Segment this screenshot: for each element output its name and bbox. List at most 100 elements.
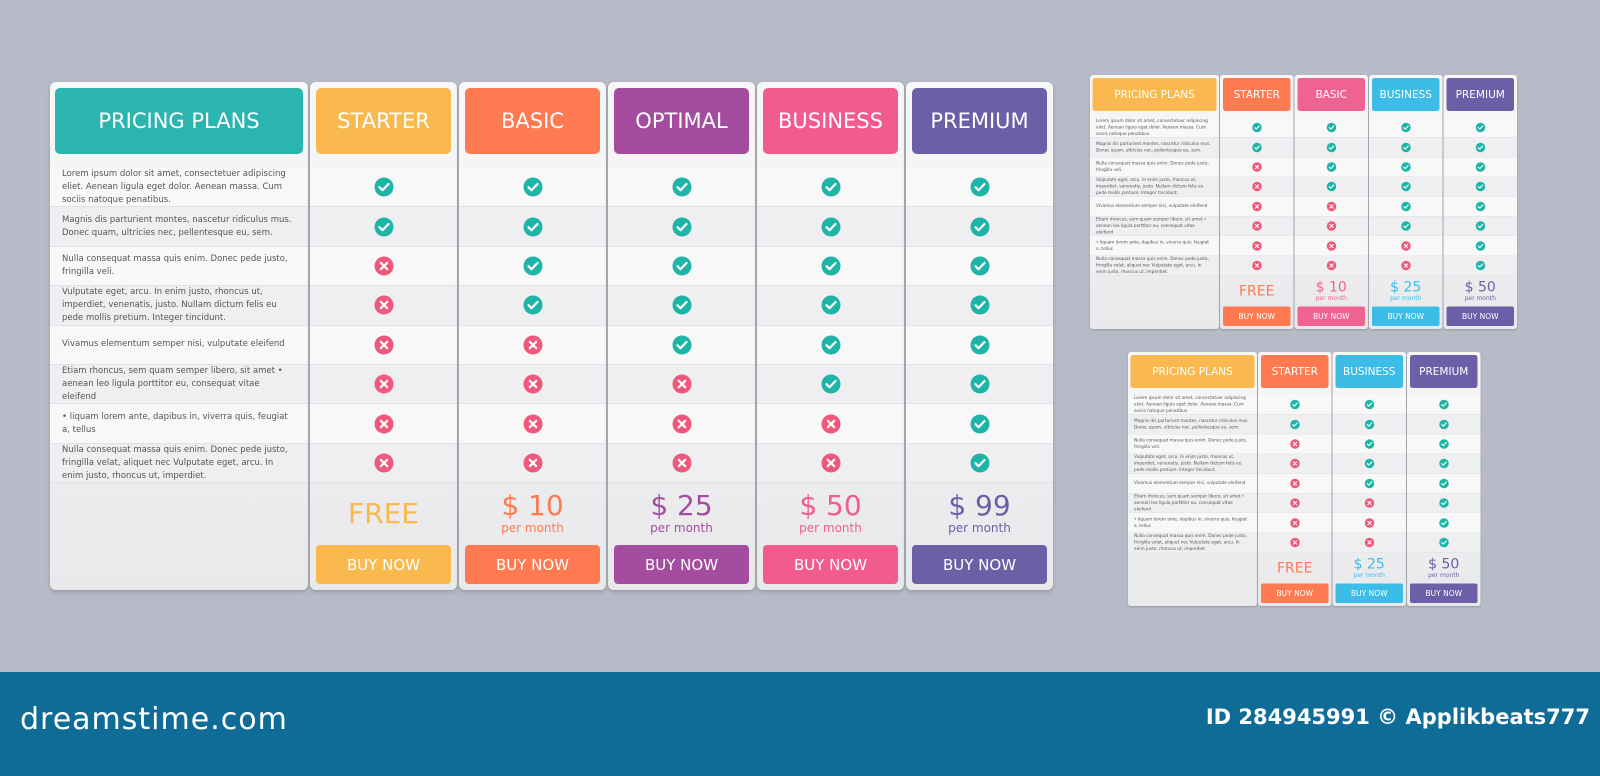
cross-icon xyxy=(1294,255,1368,276)
cross-icon xyxy=(608,404,755,444)
plan-name: BASIC xyxy=(465,88,600,154)
check-icon xyxy=(1332,454,1406,474)
buy-button[interactable]: BUY NOW xyxy=(1223,306,1291,327)
cross-icon xyxy=(1332,532,1406,553)
pricing-table: PRICING PLANS Lorem ipsum dolor sit amet,… xyxy=(50,82,1055,590)
check-icon xyxy=(1369,157,1443,178)
plan-name: PREMIUM xyxy=(912,88,1047,154)
buy-button[interactable]: BUY NOW xyxy=(316,545,451,585)
check-icon xyxy=(459,168,606,208)
feature-text: • liquam lorem ante, dapibus in, viverra… xyxy=(1090,236,1219,256)
check-icon xyxy=(608,207,755,247)
feature-text: Nulla consequat massa quis enim. Donec p… xyxy=(1090,255,1219,276)
price: $ 50 xyxy=(1428,555,1460,573)
plan-column: BASIC $ 10 per month BUY NOW xyxy=(459,82,606,590)
price: $ 50 xyxy=(799,489,862,523)
check-icon xyxy=(1443,177,1517,197)
cross-icon xyxy=(1220,255,1294,276)
feature-text: Etiam rhoncus, sem quam semper libero, s… xyxy=(1128,493,1257,514)
check-icon xyxy=(1332,434,1406,455)
check-icon xyxy=(1407,414,1481,435)
cross-icon xyxy=(1258,493,1332,514)
buy-button[interactable]: BUY NOW xyxy=(1446,306,1514,327)
price-period: per month xyxy=(1315,294,1347,302)
cross-icon xyxy=(310,246,457,287)
cross-icon xyxy=(757,404,904,444)
cross-icon xyxy=(459,443,606,484)
plan-name: STARTER xyxy=(1261,355,1329,388)
buy-button[interactable]: BUY NOW xyxy=(1297,306,1365,327)
cross-icon xyxy=(310,325,457,365)
cross-icon xyxy=(1294,196,1368,217)
features-column: PRICING PLANS Lorem ipsum dolor sit amet,… xyxy=(50,82,308,590)
check-icon xyxy=(1443,137,1517,158)
check-icon xyxy=(1332,395,1406,415)
cross-icon xyxy=(1332,513,1406,533)
check-icon xyxy=(1443,196,1517,217)
check-icon xyxy=(1258,395,1332,415)
feature-text: Lorem ipsum dolor sit amet, consectetuer… xyxy=(1128,395,1257,415)
buy-button[interactable]: BUY NOW xyxy=(465,545,600,585)
check-icon xyxy=(906,404,1053,444)
plan-column: BASIC $ 10 per month BUY NOW xyxy=(1294,75,1368,329)
price-period: per month xyxy=(799,521,862,536)
check-icon xyxy=(1294,177,1368,197)
cross-icon xyxy=(310,404,457,444)
check-icon xyxy=(1443,255,1517,276)
feature-text: Vulputate eget, arcu. In enim justo, rho… xyxy=(1090,177,1219,197)
check-icon xyxy=(1294,118,1368,138)
check-icon xyxy=(1332,414,1406,435)
check-icon xyxy=(906,207,1053,247)
price: FREE xyxy=(1277,559,1313,577)
check-icon xyxy=(608,246,755,287)
plan-name: STARTER xyxy=(1223,78,1291,111)
cross-icon xyxy=(310,443,457,484)
cross-icon xyxy=(1220,236,1294,256)
buy-button[interactable]: BUY NOW xyxy=(763,545,898,585)
feature-text: Nulla consequat massa quis enim. Donec p… xyxy=(50,246,308,287)
buy-button[interactable]: BUY NOW xyxy=(1372,306,1440,327)
cross-icon xyxy=(459,404,606,444)
check-icon xyxy=(1407,532,1481,553)
buy-button[interactable]: BUY NOW xyxy=(1335,583,1403,604)
price: $ 25 xyxy=(1390,278,1422,296)
buy-button[interactable]: BUY NOW xyxy=(912,545,1047,585)
check-icon xyxy=(1294,157,1368,178)
feature-text: • liquam lorem ante, dapibus in, viverra… xyxy=(1128,513,1257,533)
check-icon xyxy=(310,168,457,208)
buy-button[interactable]: BUY NOW xyxy=(1261,583,1329,604)
check-icon xyxy=(459,286,606,326)
credit: ID 284945991 © Applikbeats777 xyxy=(1205,705,1590,729)
buy-button[interactable]: BUY NOW xyxy=(614,545,749,585)
check-icon xyxy=(608,286,755,326)
cross-icon xyxy=(1220,157,1294,178)
plan-name: PREMIUM xyxy=(1410,355,1478,388)
cross-icon xyxy=(1258,513,1332,533)
check-icon xyxy=(608,168,755,208)
cross-icon xyxy=(1220,196,1294,217)
feature-text: Vulputate eget, arcu. In enim justo, rho… xyxy=(1128,454,1257,474)
plan-name: BASIC xyxy=(1297,78,1365,111)
price: $ 50 xyxy=(1464,278,1496,296)
cross-icon xyxy=(1220,216,1294,237)
plan-column: PREMIUM $ 50 per month BUY NOW xyxy=(1407,352,1481,606)
check-icon xyxy=(459,246,606,287)
cross-icon xyxy=(1258,532,1332,553)
price: $ 99 xyxy=(948,489,1011,523)
check-icon xyxy=(310,207,457,247)
check-icon xyxy=(1369,177,1443,197)
table-title: PRICING PLANS xyxy=(55,88,303,154)
check-icon xyxy=(757,168,904,208)
cross-icon xyxy=(310,286,457,326)
plan-column: PREMIUM $ 50 per month BUY NOW xyxy=(1443,75,1517,329)
feature-text: Nulla consequat massa quis enim. Donec p… xyxy=(50,443,308,484)
price: $ 25 xyxy=(650,489,713,523)
check-icon xyxy=(1294,137,1368,158)
features-column: PRICING PLANS Lorem ipsum dolor sit amet,… xyxy=(1090,75,1219,329)
price: FREE xyxy=(1239,282,1275,300)
buy-button[interactable]: BUY NOW xyxy=(1410,583,1478,604)
feature-text: Lorem ipsum dolor sit amet, consectetuer… xyxy=(1090,118,1219,138)
check-icon xyxy=(1369,216,1443,237)
feature-text: Nulla consequat massa quis enim. Donec p… xyxy=(1090,157,1219,178)
feature-text: Vivamus elementum semper nisi, vulputate… xyxy=(50,325,308,365)
